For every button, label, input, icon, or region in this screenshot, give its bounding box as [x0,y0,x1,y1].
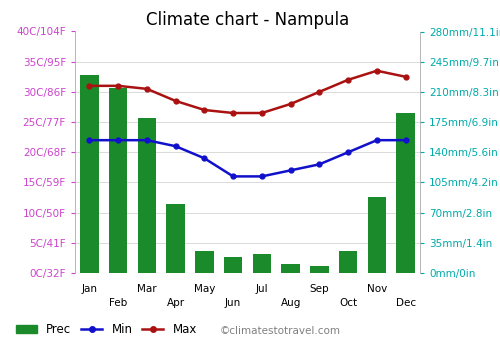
Text: Jul: Jul [256,284,268,294]
Title: Climate chart - Nampula: Climate chart - Nampula [146,10,349,29]
Bar [396,113,415,273]
Bar [368,197,386,273]
Text: Apr: Apr [166,298,184,308]
Text: May: May [194,284,215,294]
Text: ©climatestotravel.com: ©climatestotravel.com [220,326,341,336]
Text: Oct: Oct [339,298,357,308]
Bar [80,75,98,273]
Text: Aug: Aug [280,298,301,308]
Text: Dec: Dec [396,298,415,308]
Bar [138,118,156,273]
Bar [282,264,300,273]
Text: Sep: Sep [310,284,329,294]
Bar [252,254,271,273]
Text: Nov: Nov [367,284,387,294]
Bar [166,204,185,273]
Bar [195,251,214,273]
Bar [224,258,242,273]
Legend: Prec, Min, Max: Prec, Min, Max [11,318,202,341]
Bar [339,251,357,273]
Text: Jun: Jun [225,298,241,308]
Text: Feb: Feb [109,298,127,308]
Bar [109,88,128,273]
Text: Jan: Jan [82,284,98,294]
Text: Mar: Mar [137,284,156,294]
Bar [310,266,328,273]
